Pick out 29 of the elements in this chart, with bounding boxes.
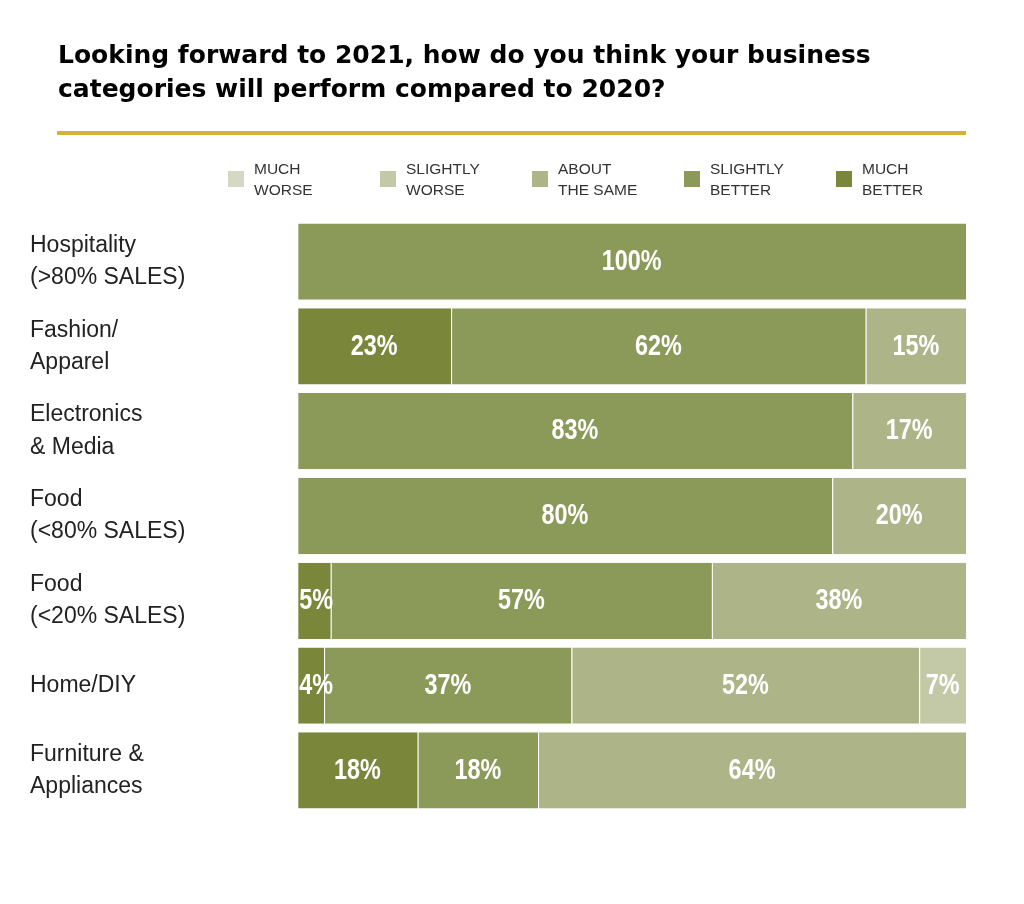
data-label: 38% [815,582,863,616]
data-label: 23% [350,327,398,362]
y-tick-label: Fashion/ Apparel [30,315,119,374]
legend-label: SLIGHTLY WORSE [406,159,481,200]
y-tick-label: Hospitality (>80% SALES) [30,230,186,290]
y-tick-label: Home/DIY [30,670,137,697]
data-label: 15% [892,327,940,362]
data-label: 7% [925,667,960,701]
data-label: 83% [551,412,599,447]
chart-title: Looking forward to 2021, how do you think your business categories will perform compared to 2020? [58,39,872,105]
legend-label: ABOUT THE SAME [558,159,639,200]
legend-label: SLIGHTLY BETTER [710,159,785,200]
data-label: 64% [728,751,776,786]
data-label: 17% [885,412,933,447]
data-label: 100% [601,243,662,277]
data-label: 37% [424,667,472,701]
legend-label: MUCH BETTER [862,159,925,200]
y-tick-label: Food (<80% SALES) [30,485,186,544]
legend-label: MUCH WORSE [254,159,314,200]
data-label: 62% [635,327,682,362]
data-label: 57% [497,582,545,616]
data-label: 80% [541,497,589,531]
data-label: 18% [454,751,502,786]
data-label: 18% [334,751,381,786]
data-label: 52% [721,667,769,701]
y-tick-label: Food (<20% SALES) [30,570,186,629]
y-tick-label: Furniture & Appliances [30,739,144,798]
y-tick-label: Electronics & Media [30,400,143,459]
data-label: 20% [875,497,923,531]
